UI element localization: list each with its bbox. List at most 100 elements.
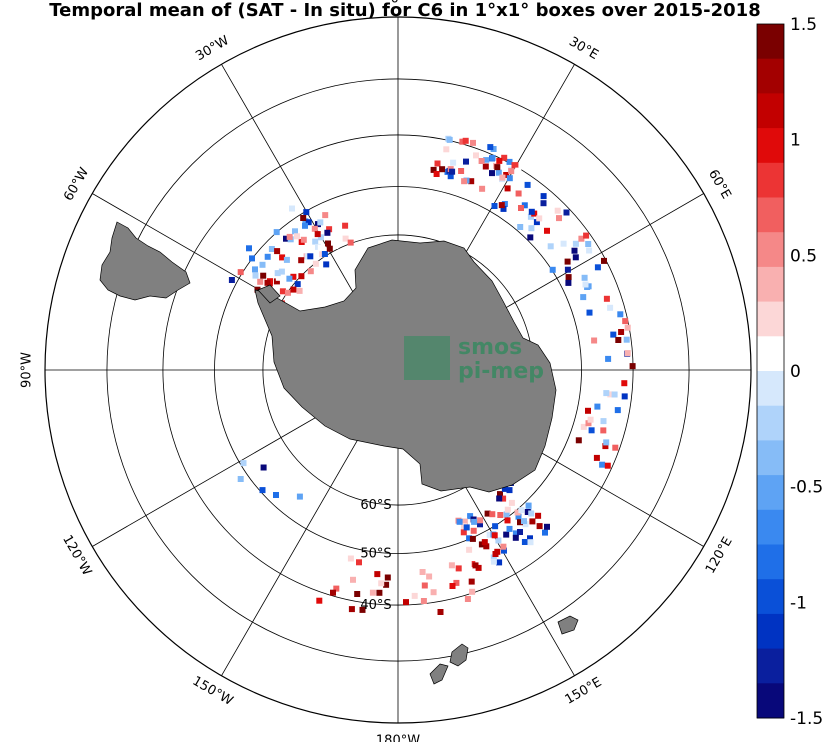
data-cell bbox=[602, 443, 609, 450]
data-cell bbox=[286, 275, 293, 282]
data-cell bbox=[575, 437, 582, 444]
data-cell bbox=[586, 309, 593, 316]
data-cell bbox=[610, 331, 617, 338]
meridian-label: 0° bbox=[391, 0, 406, 7]
data-cell bbox=[246, 245, 252, 252]
meridian-label: 30°E bbox=[566, 34, 601, 63]
data-cell bbox=[254, 286, 261, 293]
data-cell bbox=[466, 546, 473, 553]
data-cell bbox=[524, 509, 531, 515]
data-cell bbox=[383, 581, 390, 588]
data-cell bbox=[289, 253, 296, 259]
data-cell bbox=[529, 518, 536, 525]
data-cell bbox=[547, 243, 554, 250]
data-cell bbox=[326, 245, 333, 252]
colorbar-swatch bbox=[757, 509, 784, 545]
data-cell bbox=[496, 559, 503, 566]
data-cell bbox=[491, 532, 498, 539]
data-cell bbox=[604, 462, 611, 469]
data-cell bbox=[585, 420, 592, 427]
data-cell bbox=[582, 281, 589, 288]
data-cell bbox=[623, 336, 630, 343]
data-cell bbox=[593, 454, 600, 461]
data-cell bbox=[296, 493, 303, 500]
colorbar-swatch bbox=[757, 197, 784, 233]
data-cell bbox=[554, 207, 561, 214]
data-cell bbox=[506, 158, 513, 165]
data-cell bbox=[594, 264, 601, 271]
colorbar-swatch bbox=[757, 544, 784, 580]
data-cell bbox=[564, 266, 571, 273]
data-cell bbox=[237, 269, 244, 276]
data-cell bbox=[468, 178, 475, 185]
data-cell bbox=[601, 257, 607, 264]
data-cell bbox=[506, 487, 513, 494]
data-cell bbox=[473, 152, 479, 159]
data-cell bbox=[495, 537, 502, 544]
colorbar-swatch bbox=[757, 683, 784, 719]
data-cell bbox=[283, 256, 290, 263]
data-cell bbox=[624, 324, 631, 331]
colorbar-swatch bbox=[757, 613, 784, 650]
colorbar-tick-label: 0 bbox=[790, 362, 801, 382]
data-cell bbox=[563, 209, 570, 216]
data-cell bbox=[420, 598, 427, 604]
data-cell bbox=[489, 154, 496, 161]
data-cell bbox=[504, 517, 511, 524]
data-cell bbox=[490, 554, 497, 561]
data-cell bbox=[356, 559, 362, 566]
colorbar-swatch bbox=[757, 162, 784, 198]
meridian-label: 60°W bbox=[61, 165, 92, 204]
data-cell bbox=[470, 139, 476, 146]
data-cell bbox=[426, 573, 433, 580]
data-cell bbox=[492, 523, 499, 530]
data-cell bbox=[240, 460, 247, 467]
colorbar-swatch bbox=[757, 648, 784, 684]
data-cell bbox=[257, 278, 264, 285]
data-cell bbox=[324, 229, 331, 236]
data-cell bbox=[564, 258, 571, 265]
data-cell bbox=[289, 205, 295, 212]
data-cell bbox=[521, 539, 528, 545]
colorbar-tick-label: 0.5 bbox=[790, 246, 817, 266]
data-cell bbox=[521, 202, 528, 209]
data-cell bbox=[264, 253, 271, 260]
logo-text-pimep: pi-mep bbox=[458, 359, 544, 384]
data-cell bbox=[536, 523, 543, 530]
data-cell bbox=[514, 509, 521, 516]
data-cell bbox=[479, 185, 486, 192]
data-cell bbox=[624, 350, 631, 357]
data-cell bbox=[528, 510, 535, 517]
meridian-label: 30°W bbox=[193, 33, 232, 64]
data-cell bbox=[471, 518, 478, 525]
data-cell bbox=[470, 527, 477, 534]
data-cell bbox=[285, 289, 291, 296]
data-cell bbox=[603, 295, 610, 302]
data-cell bbox=[283, 235, 289, 242]
data-cell bbox=[450, 159, 457, 166]
data-cell bbox=[480, 503, 487, 510]
data-cell bbox=[497, 491, 503, 498]
data-cell bbox=[588, 427, 595, 434]
data-cell bbox=[298, 257, 305, 264]
data-cell bbox=[342, 222, 349, 229]
data-cell bbox=[312, 260, 319, 267]
data-cell bbox=[533, 236, 540, 243]
data-cell bbox=[273, 278, 280, 285]
data-cell bbox=[517, 519, 523, 526]
data-cell bbox=[481, 539, 488, 546]
parallel-label: 60°S bbox=[360, 498, 391, 513]
data-cell bbox=[615, 337, 622, 343]
antarctic-peninsula bbox=[257, 284, 281, 304]
data-cell bbox=[622, 318, 629, 325]
data-cell bbox=[463, 158, 469, 165]
data-cell bbox=[559, 277, 566, 284]
data-cell bbox=[294, 281, 301, 288]
colorbar-swatch bbox=[757, 24, 784, 60]
data-cell bbox=[462, 137, 469, 144]
data-cell bbox=[504, 538, 511, 545]
data-cell bbox=[298, 273, 305, 280]
data-cell bbox=[279, 288, 286, 295]
logo-text-smos: smos bbox=[458, 335, 522, 360]
